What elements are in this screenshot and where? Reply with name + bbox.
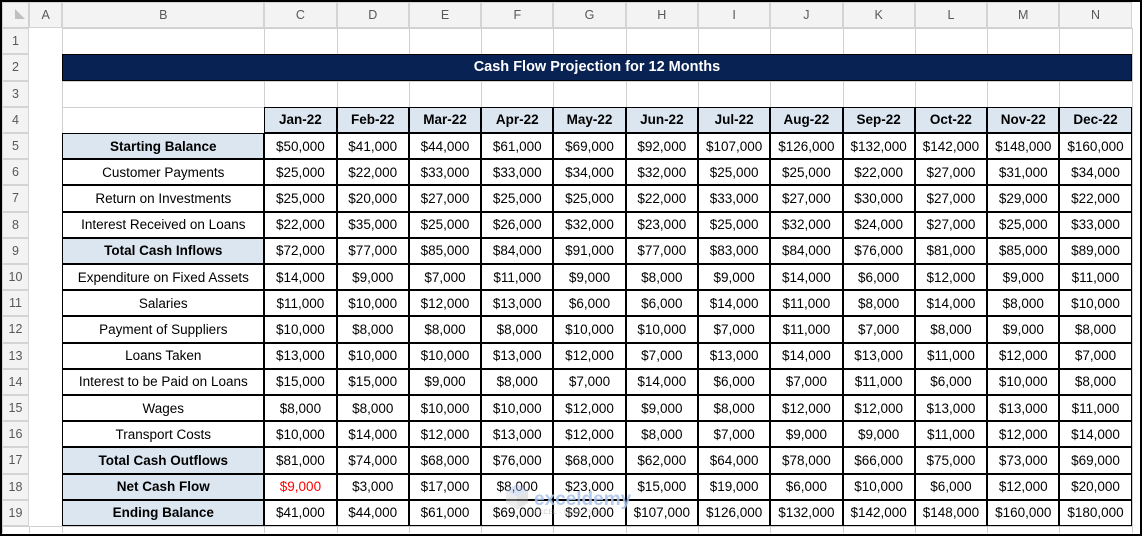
- svg-text:exceldemy: exceldemy: [534, 489, 632, 510]
- svg-text:EXCEL · DATA · VBA: EXCEL · DATA · VBA: [534, 509, 603, 516]
